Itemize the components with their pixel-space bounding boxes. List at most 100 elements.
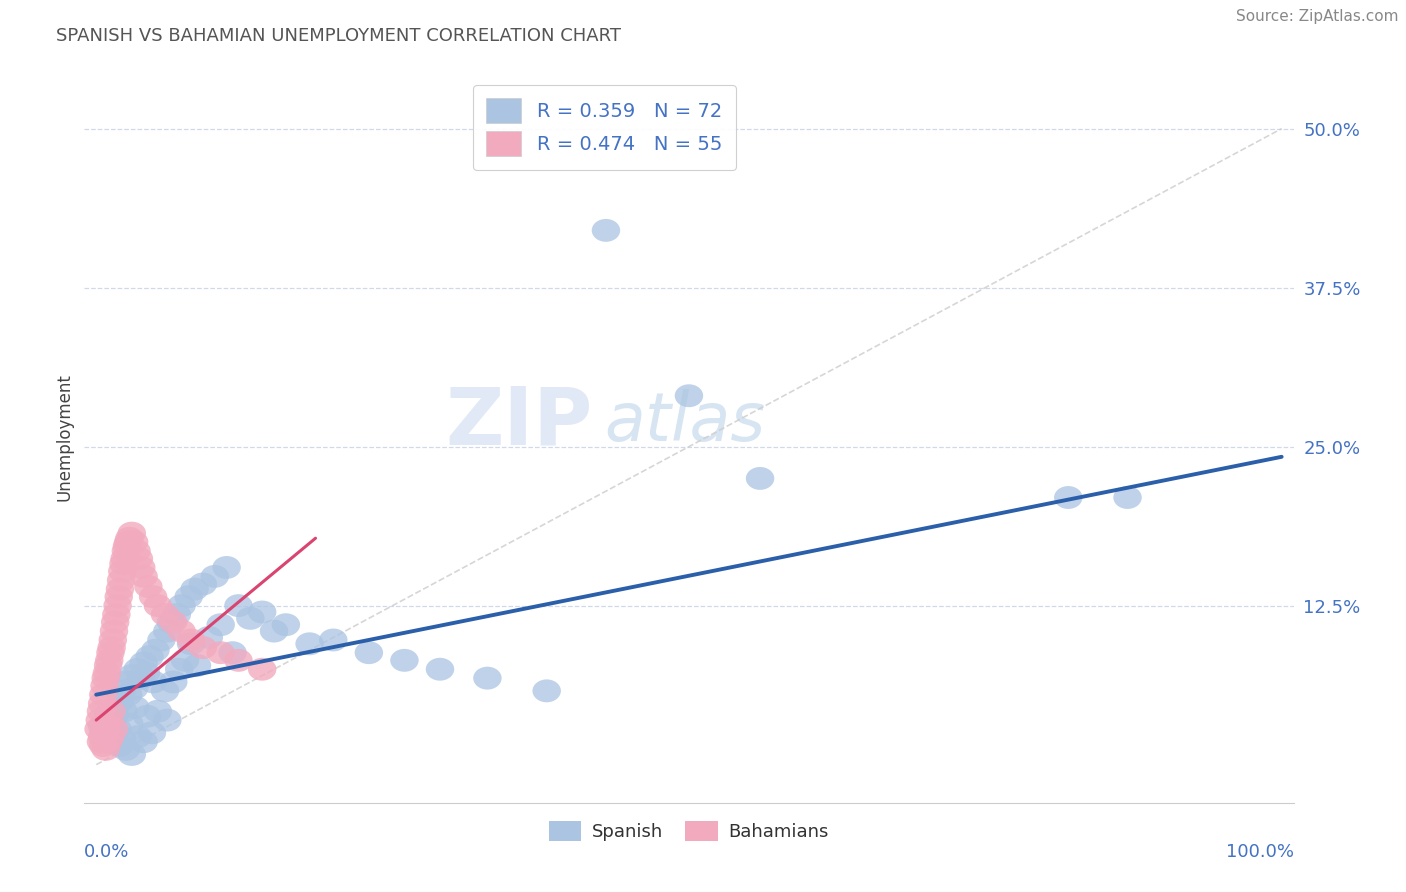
Ellipse shape bbox=[91, 738, 120, 761]
Ellipse shape bbox=[139, 671, 167, 693]
Ellipse shape bbox=[94, 731, 122, 753]
Ellipse shape bbox=[177, 632, 205, 656]
Ellipse shape bbox=[111, 540, 141, 562]
Text: SPANISH VS BAHAMIAN UNEMPLOYMENT CORRELATION CHART: SPANISH VS BAHAMIAN UNEMPLOYMENT CORRELA… bbox=[56, 27, 621, 45]
Ellipse shape bbox=[96, 641, 125, 665]
Ellipse shape bbox=[118, 522, 146, 545]
Text: ZIP: ZIP bbox=[444, 384, 592, 461]
Ellipse shape bbox=[118, 743, 146, 766]
Y-axis label: Unemployment: Unemployment bbox=[55, 373, 73, 501]
Ellipse shape bbox=[90, 722, 118, 744]
Ellipse shape bbox=[108, 680, 136, 702]
Ellipse shape bbox=[745, 467, 775, 490]
Ellipse shape bbox=[167, 594, 195, 617]
Ellipse shape bbox=[163, 603, 191, 626]
Ellipse shape bbox=[150, 603, 179, 626]
Ellipse shape bbox=[129, 651, 157, 674]
Ellipse shape bbox=[114, 531, 142, 553]
Ellipse shape bbox=[236, 607, 264, 630]
Ellipse shape bbox=[247, 657, 277, 681]
Ellipse shape bbox=[141, 639, 170, 662]
Ellipse shape bbox=[101, 611, 129, 633]
Ellipse shape bbox=[1054, 486, 1083, 509]
Ellipse shape bbox=[212, 556, 240, 579]
Ellipse shape bbox=[474, 666, 502, 690]
Text: 0.0%: 0.0% bbox=[84, 843, 129, 861]
Ellipse shape bbox=[98, 629, 127, 651]
Ellipse shape bbox=[100, 731, 128, 753]
Ellipse shape bbox=[111, 738, 141, 761]
Ellipse shape bbox=[127, 666, 156, 690]
Text: Source: ZipAtlas.com: Source: ZipAtlas.com bbox=[1236, 9, 1399, 24]
Ellipse shape bbox=[167, 620, 195, 642]
Ellipse shape bbox=[426, 657, 454, 681]
Ellipse shape bbox=[96, 708, 125, 731]
Ellipse shape bbox=[89, 725, 117, 748]
Ellipse shape bbox=[111, 547, 139, 570]
Ellipse shape bbox=[96, 648, 124, 672]
Ellipse shape bbox=[675, 384, 703, 407]
Ellipse shape bbox=[271, 614, 299, 636]
Ellipse shape bbox=[108, 560, 136, 582]
Ellipse shape bbox=[124, 657, 152, 681]
Ellipse shape bbox=[188, 636, 217, 659]
Ellipse shape bbox=[96, 725, 125, 748]
Ellipse shape bbox=[188, 573, 217, 596]
Ellipse shape bbox=[100, 705, 128, 728]
Ellipse shape bbox=[150, 680, 179, 702]
Ellipse shape bbox=[118, 665, 146, 687]
Ellipse shape bbox=[129, 565, 157, 588]
Ellipse shape bbox=[120, 531, 149, 553]
Ellipse shape bbox=[86, 708, 114, 731]
Ellipse shape bbox=[84, 717, 112, 740]
Ellipse shape bbox=[207, 614, 235, 636]
Ellipse shape bbox=[97, 725, 127, 748]
Ellipse shape bbox=[354, 641, 382, 665]
Ellipse shape bbox=[135, 645, 163, 668]
Ellipse shape bbox=[174, 585, 202, 608]
Ellipse shape bbox=[91, 722, 120, 744]
Ellipse shape bbox=[112, 534, 141, 558]
Ellipse shape bbox=[122, 540, 150, 562]
Ellipse shape bbox=[172, 648, 200, 672]
Ellipse shape bbox=[108, 728, 136, 751]
Ellipse shape bbox=[201, 565, 229, 588]
Ellipse shape bbox=[89, 692, 117, 715]
Ellipse shape bbox=[103, 594, 132, 617]
Ellipse shape bbox=[89, 734, 118, 757]
Ellipse shape bbox=[139, 585, 167, 608]
Ellipse shape bbox=[115, 713, 143, 735]
Ellipse shape bbox=[134, 575, 163, 598]
Ellipse shape bbox=[194, 626, 224, 648]
Ellipse shape bbox=[105, 578, 134, 600]
Ellipse shape bbox=[183, 654, 211, 677]
Ellipse shape bbox=[159, 611, 187, 633]
Ellipse shape bbox=[93, 715, 121, 738]
Ellipse shape bbox=[103, 717, 132, 740]
Ellipse shape bbox=[129, 731, 157, 753]
Ellipse shape bbox=[110, 552, 138, 575]
Ellipse shape bbox=[114, 683, 142, 706]
Ellipse shape bbox=[247, 600, 277, 624]
Ellipse shape bbox=[96, 708, 124, 731]
Ellipse shape bbox=[124, 725, 152, 748]
Ellipse shape bbox=[115, 527, 143, 549]
Text: 100.0%: 100.0% bbox=[1226, 843, 1294, 861]
Ellipse shape bbox=[224, 648, 253, 672]
Ellipse shape bbox=[94, 702, 122, 725]
Ellipse shape bbox=[125, 547, 153, 570]
Ellipse shape bbox=[104, 585, 134, 608]
Ellipse shape bbox=[224, 594, 253, 617]
Ellipse shape bbox=[177, 629, 205, 651]
Ellipse shape bbox=[143, 699, 172, 723]
Ellipse shape bbox=[100, 717, 128, 740]
Ellipse shape bbox=[165, 657, 194, 681]
Ellipse shape bbox=[90, 674, 118, 698]
Ellipse shape bbox=[127, 556, 156, 579]
Ellipse shape bbox=[218, 641, 247, 665]
Ellipse shape bbox=[143, 594, 172, 617]
Ellipse shape bbox=[153, 708, 181, 731]
Ellipse shape bbox=[89, 683, 118, 706]
Ellipse shape bbox=[121, 696, 149, 719]
Ellipse shape bbox=[89, 715, 117, 738]
